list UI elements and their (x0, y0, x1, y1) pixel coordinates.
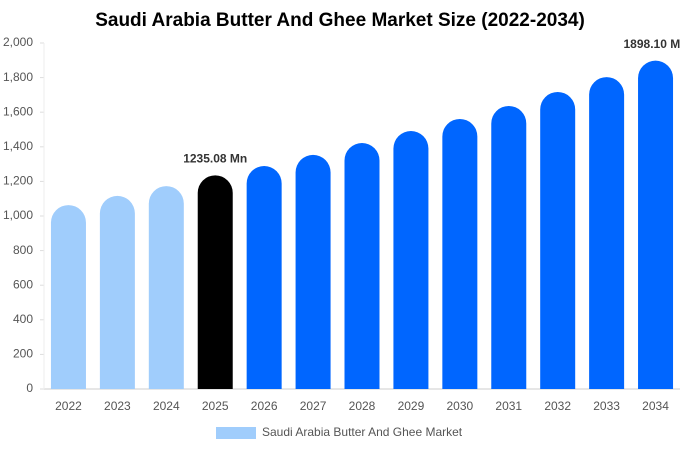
x-tick-label: 2031 (495, 399, 522, 413)
x-tick-label: 2028 (349, 399, 376, 413)
y-tick-label: 1,400 (3, 139, 33, 153)
x-tick-label: 2034 (642, 399, 669, 413)
x-tick-label: 2024 (153, 399, 180, 413)
value-label: 1235.08 Mn (183, 152, 247, 166)
x-tick-label: 2029 (398, 399, 425, 413)
x-tick-label: 2022 (55, 399, 82, 413)
x-tick-label: 2025 (202, 399, 229, 413)
y-tick-label: 1,600 (3, 104, 33, 118)
bar (589, 77, 625, 390)
y-tick-label: 1,000 (3, 208, 33, 222)
bar (540, 91, 576, 390)
y-tick-label: 0 (26, 381, 33, 395)
y-tick-label: 2,000 (3, 35, 33, 49)
x-tick-label: 2033 (593, 399, 620, 413)
bar (344, 142, 380, 389)
bar (197, 175, 233, 389)
y-tick-label: 400 (13, 312, 33, 326)
y-tick-label: 1,800 (3, 70, 33, 84)
bar (148, 186, 184, 389)
bar (246, 166, 282, 389)
bar (50, 205, 86, 389)
bar (442, 118, 478, 389)
y-tick-label: 1,200 (3, 174, 33, 188)
value-label: 1898.10 Mn (624, 37, 680, 51)
x-tick-label: 2030 (446, 399, 473, 413)
bar (99, 195, 135, 389)
y-tick-label: 200 (13, 347, 33, 361)
chart-title: Saudi Arabia Butter And Ghee Market Size… (95, 10, 585, 31)
x-tick-label: 2032 (544, 399, 571, 413)
bar (638, 60, 674, 390)
bar (393, 131, 429, 389)
x-tick-label: 2027 (300, 399, 327, 413)
legend-swatch (216, 427, 256, 439)
bar (295, 154, 331, 389)
x-tick-label: 2026 (251, 399, 278, 413)
x-tick-label: 2023 (104, 399, 131, 413)
y-tick-label: 600 (13, 277, 33, 291)
legend-label: Saudi Arabia Butter And Ghee Market (262, 425, 463, 439)
y-tick-label: 800 (13, 243, 33, 257)
bar (491, 105, 527, 390)
